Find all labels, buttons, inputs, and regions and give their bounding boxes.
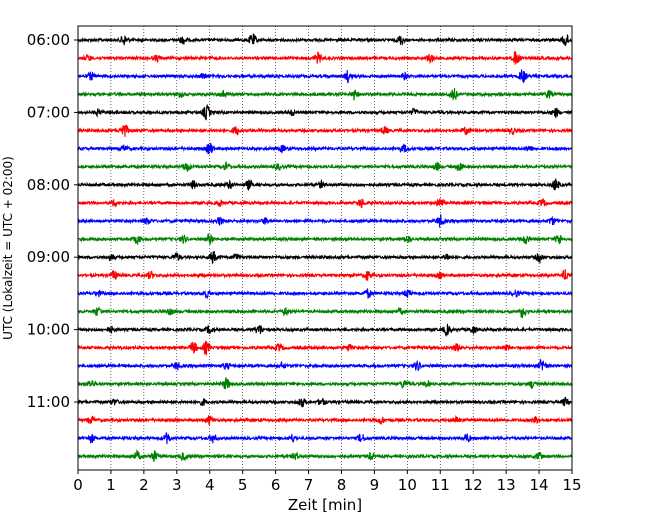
seismogram-trace [77, 340, 573, 356]
seismogram-trace [77, 214, 573, 228]
seismogram-trace [77, 269, 573, 282]
y-tick-label: 06:00 [27, 31, 70, 49]
x-axis-ticks: 0 1 2 3 4 5 6 7 8 9 10 11 12 13 14 15 [73, 470, 582, 494]
seismogram-trace [77, 104, 573, 121]
seismogram-trace [77, 142, 573, 155]
x-tick-label: 3 [172, 476, 182, 494]
x-tick-label: 14 [530, 476, 549, 494]
seismogram-trace [77, 305, 573, 319]
seismogram-traces [77, 33, 573, 462]
y-axis-label: UTC (Lokalzeit = UTC + 02:00) [1, 156, 15, 340]
seismogram-trace [77, 377, 573, 390]
x-tick-label: 7 [304, 476, 314, 494]
x-tick-label: 10 [398, 476, 417, 494]
y-tick-label: 07:00 [27, 103, 70, 121]
y-tick-label: 11:00 [27, 393, 70, 411]
seismogram-trace [77, 88, 573, 101]
seismogram-trace [77, 288, 573, 300]
y-tick-label: 09:00 [27, 248, 70, 266]
seismogram-trace [77, 396, 573, 408]
seismogram-trace [77, 448, 573, 462]
x-tick-label: 11 [431, 476, 450, 494]
seismogram-trace [77, 250, 573, 265]
plot-frame [77, 25, 573, 471]
x-tick-label: 2 [139, 476, 149, 494]
seismogram-trace [77, 414, 573, 426]
seismogram-trace [77, 232, 573, 245]
x-tick-label: 4 [205, 476, 215, 494]
x-axis-label: Zeit [min] [288, 496, 362, 514]
x-tick-label: 5 [238, 476, 248, 494]
y-tick-label: 10:00 [27, 321, 70, 339]
seismogram-trace [77, 178, 573, 192]
x-tick-label: 15 [562, 476, 581, 494]
x-tick-label: 1 [106, 476, 116, 494]
seismogram-trace [77, 124, 573, 138]
seismogram-trace [77, 323, 573, 337]
x-tick-label: 9 [370, 476, 380, 494]
seismogram-trace [77, 432, 573, 445]
seismogram-trace [77, 160, 573, 172]
x-tick-label: 6 [271, 476, 281, 494]
seismogram-trace [77, 358, 573, 371]
x-tick-label: 0 [73, 476, 83, 494]
y-axis-ticks: 06:00 07:00 08:00 09:00 10:00 11:00 [27, 31, 78, 411]
x-tick-label: 8 [337, 476, 347, 494]
seismogram-trace [77, 69, 573, 84]
x-tick-label: 12 [464, 476, 483, 494]
x-tick-label: 13 [497, 476, 516, 494]
seismogram-trace [77, 198, 573, 209]
seismogram-trace [77, 51, 573, 65]
seismogram-trace [77, 33, 573, 47]
y-tick-label: 08:00 [27, 176, 70, 194]
